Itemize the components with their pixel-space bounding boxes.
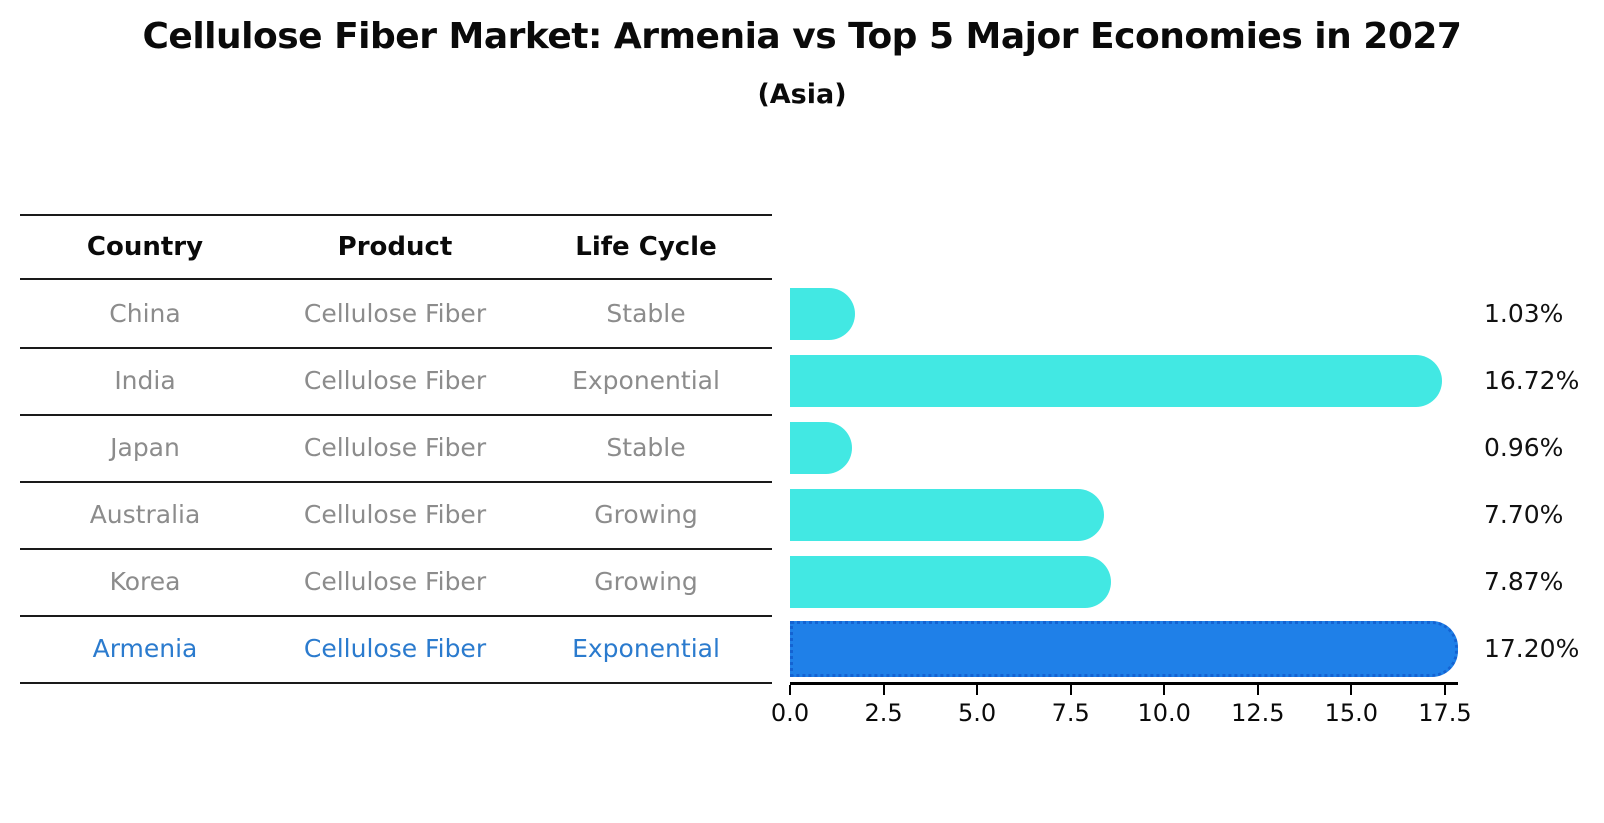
x-axis-tick [882, 685, 885, 695]
cell-life-cycle: Growing [594, 500, 698, 529]
cell-product: Cellulose Fiber [303, 299, 487, 328]
x-axis-tick-label: 15.0 [1324, 699, 1379, 727]
cell-country: Korea [109, 567, 181, 596]
plot-row [790, 615, 1458, 682]
plot-row [790, 414, 1458, 481]
cell-life-cycle: Exponential [572, 634, 720, 663]
axis-spacer [20, 682, 772, 742]
cell-country: Australia [89, 500, 201, 529]
x-axis-tick-label: 17.5 [1418, 699, 1472, 727]
cell-product: Cellulose Fiber [303, 433, 487, 462]
cell-product: Cellulose Fiber [303, 634, 487, 663]
table-row: India Cellulose Fiber Exponential 16.72% [20, 347, 1604, 416]
table-header-life-cycle: Life Cycle [575, 232, 717, 262]
x-axis-tick [976, 685, 979, 695]
table-row: China Cellulose Fiber Stable 1.03% [20, 280, 1604, 349]
percent-label: 7.87% [1484, 567, 1564, 596]
x-axis-tick-label: 12.5 [1231, 699, 1285, 727]
plot-row [790, 347, 1458, 414]
table-row-korea: Korea Cellulose Fiber Growing [20, 548, 772, 617]
cell-product: Cellulose Fiber [303, 366, 487, 395]
x-axis-tick [1443, 685, 1446, 695]
cell-life-cycle: Stable [606, 299, 686, 328]
table-and-chart: Country Product Life Cycle China Cellulo… [20, 214, 1604, 742]
x-axis-tick [1069, 685, 1072, 695]
cell-country: Armenia [92, 634, 198, 663]
table-row-australia: Australia Cellulose Fiber Growing [20, 481, 772, 550]
bar-india [790, 354, 1442, 407]
table-row-armenia: Armenia Cellulose Fiber Exponential [20, 615, 772, 684]
cell-product: Cellulose Fiber [303, 567, 487, 596]
x-axis-tick [1163, 685, 1166, 695]
cell-country: China [109, 299, 181, 328]
x-axis-tick-label: 10.0 [1137, 699, 1191, 727]
x-axis-tick [789, 685, 791, 695]
table-row: Japan Cellulose Fiber Stable 0.96% [20, 414, 1604, 483]
x-axis-tick [1350, 685, 1353, 695]
table-row: Armenia Cellulose Fiber Exponential 17.2… [20, 615, 1604, 684]
x-axis-tick-label: 2.5 [864, 699, 903, 727]
percent-label: 17.20% [1484, 634, 1580, 663]
table-row: Australia Cellulose Fiber Growing 7.70% [20, 481, 1604, 550]
cell-life-cycle: Stable [606, 433, 686, 462]
percent-label: 16.72% [1484, 366, 1580, 395]
cell-country: Japan [110, 433, 180, 462]
x-axis-tick [1256, 685, 1259, 695]
plot-row [790, 280, 1458, 347]
cell-life-cycle: Exponential [572, 366, 720, 395]
plot-row [790, 548, 1458, 615]
cell-life-cycle: Growing [594, 567, 698, 596]
percent-label: 0.96% [1484, 433, 1564, 462]
table-row-india: India Cellulose Fiber Exponential [20, 347, 772, 416]
page-subtitle: (Asia) [757, 79, 847, 110]
x-axis-tick-label: 0.0 [770, 699, 810, 727]
cell-country: India [114, 366, 176, 395]
table-header: Country Product Life Cycle [20, 214, 772, 280]
table-row-japan: Japan Cellulose Fiber Stable [20, 414, 772, 483]
x-axis: 0.0 2.5 5.0 7.5 10.0 12.5 15.0 17.5 [771, 682, 1472, 745]
table-header-product: Product [337, 232, 453, 262]
bar-australia [790, 488, 1105, 541]
x-axis-row: 0.0 2.5 5.0 7.5 10.0 12.5 15.0 17.5 [20, 682, 1604, 742]
percent-label: 7.70% [1484, 500, 1564, 529]
page-title: Cellulose Fiber Market: Armenia vs Top 5… [142, 16, 1462, 57]
bar-armenia [790, 620, 1458, 677]
table-row-china: China Cellulose Fiber Stable [20, 280, 772, 349]
cell-product: Cellulose Fiber [303, 500, 487, 529]
plot-header-spacer [790, 214, 1458, 280]
x-axis-tick-label: 5.0 [958, 699, 997, 727]
table-header-row: Country Product Life Cycle [20, 214, 1604, 280]
bar-japan [790, 421, 852, 474]
table-header-country: Country [86, 232, 204, 262]
bar-china [790, 287, 855, 340]
bar-korea [790, 555, 1111, 608]
plot-row [790, 481, 1458, 548]
percent-label: 1.03% [1484, 299, 1564, 328]
table-row: Korea Cellulose Fiber Growing 7.87% [20, 548, 1604, 617]
x-axis-tick-label: 7.5 [1051, 699, 1090, 727]
